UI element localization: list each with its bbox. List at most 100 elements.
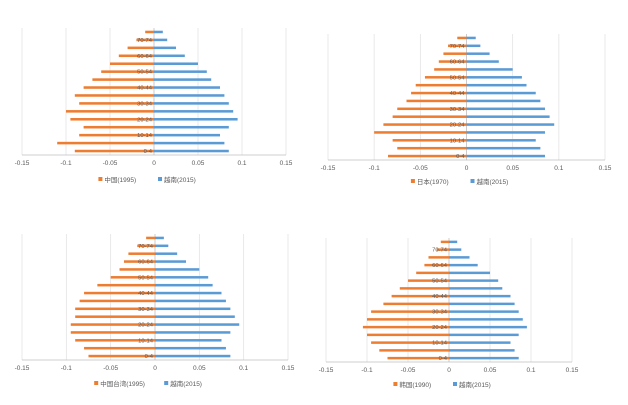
bar-right [155, 260, 187, 263]
x-tick-label: -0.1 [61, 365, 73, 372]
x-tick-label: 0.15 [599, 165, 612, 172]
bar-left [383, 302, 449, 306]
age-group-label: 60-64 [432, 263, 448, 269]
bar-right [449, 333, 519, 337]
age-group-label: 70-74 [138, 244, 154, 250]
x-tick-label: 0.15 [280, 160, 293, 167]
x-tick-label: -0.15 [15, 160, 30, 167]
bar-right [154, 118, 238, 121]
age-group-label: 10-14 [450, 138, 466, 144]
bar-left [83, 125, 154, 129]
age-group-label: 20-24 [450, 123, 466, 129]
bar-left [434, 68, 467, 71]
bar-left [397, 146, 467, 150]
age-group-label: 50-54 [138, 275, 154, 281]
bar-right [449, 294, 511, 298]
age-group-label: 70-74 [450, 44, 466, 50]
bar-right [449, 356, 519, 360]
pyramid-chart-2: -0.15 -0.1 -0.05 0 0.05 0.1 0.15 0-4 10-14 20-24 3… [321, 34, 612, 186]
age-group-label: 20-24 [138, 323, 154, 329]
bar-right [466, 76, 522, 79]
legend-swatch-right [453, 382, 457, 386]
bar-right [155, 307, 231, 311]
bar-left [79, 133, 154, 137]
bar-left [371, 341, 449, 344]
age-group-label: 10-14 [432, 341, 448, 347]
bar-right [466, 131, 545, 134]
bar-left [74, 94, 154, 97]
x-tick-label: 0.1 [237, 160, 246, 167]
bar-right [466, 154, 545, 158]
bar-right [449, 256, 470, 259]
bar-left [75, 307, 155, 311]
bar-left [83, 86, 154, 89]
age-group-label: 30-34 [138, 307, 154, 313]
legend-label-right: 越南(2015) [459, 380, 491, 389]
x-tick-label: 0.15 [566, 367, 579, 374]
bar-left [397, 107, 467, 111]
legend-label-right: 越南(2015) [164, 175, 196, 184]
legend-swatch-left [393, 382, 398, 386]
bar-left [79, 299, 155, 303]
bar-left [70, 118, 154, 121]
bar-left [392, 115, 467, 118]
bar-right [155, 283, 213, 287]
bar-right [449, 279, 499, 282]
age-group-label: 30-34 [432, 310, 448, 316]
bar-left [79, 102, 154, 105]
age-group-label: 40-44 [450, 91, 466, 97]
pyramid-chart-4: -0.15 -0.1 -0.05 0 0.05 0.1 0.15 0-4 10-14 20-24 3… [319, 238, 579, 389]
bar-left [424, 76, 467, 79]
bar-right [155, 354, 231, 358]
bar-left [436, 248, 449, 251]
x-tick-label: 0.1 [554, 165, 563, 172]
bar-right [466, 60, 499, 63]
bar-right [154, 54, 185, 58]
bar-right [154, 86, 220, 89]
legend: 中国台湾(1995) 越南(2015) [94, 379, 202, 388]
age-group-label: 20-24 [137, 117, 153, 123]
legend-label-left: 日本(1970) [417, 177, 449, 186]
bar-left [137, 244, 155, 248]
x-tick-label: -0.15 [319, 367, 334, 374]
bar-right [466, 91, 536, 95]
bar-left [457, 36, 467, 40]
age-group-label: 0-4 [439, 356, 448, 362]
age-group-label: 70-74 [137, 38, 153, 44]
bar-right [449, 341, 511, 344]
bar-right [154, 70, 207, 73]
age-group-label: 40-44 [137, 86, 153, 92]
bar-right [154, 133, 220, 137]
pyramid-chart-1: -0.15 -0.1 -0.05 0 0.05 0.1 0.15 0-4 10-14 20-24 3… [15, 28, 293, 184]
bar-left [438, 60, 467, 63]
bar-left [424, 263, 449, 267]
x-tick-label: 0.05 [192, 160, 205, 167]
bar-right [154, 46, 176, 50]
bar-left [379, 349, 449, 352]
bar-right [154, 94, 225, 97]
legend-label-right: 越南(2015) [170, 379, 202, 388]
bar-left [406, 99, 467, 103]
bar-right [155, 299, 226, 303]
bar-left [136, 38, 154, 42]
bar-left [57, 141, 155, 145]
x-tick-label: 0 [447, 367, 451, 374]
bar-right [466, 52, 490, 55]
bar-right [449, 310, 519, 313]
legend-swatch-right [164, 381, 169, 385]
age-group-label: 0-4 [456, 154, 465, 160]
bar-right [154, 125, 229, 129]
bar-left [411, 91, 467, 95]
age-group-label: 60-64 [137, 54, 153, 60]
bar-right [155, 276, 209, 279]
bar-right [154, 62, 198, 65]
bar-right [449, 318, 523, 321]
bar-left [118, 54, 154, 58]
bar-right [449, 271, 490, 275]
bar-left [383, 123, 467, 126]
bar-right [155, 244, 169, 248]
legend-swatch-left [410, 179, 415, 183]
age-group-label: 30-34 [450, 107, 466, 113]
legend-swatch-left [94, 381, 99, 385]
